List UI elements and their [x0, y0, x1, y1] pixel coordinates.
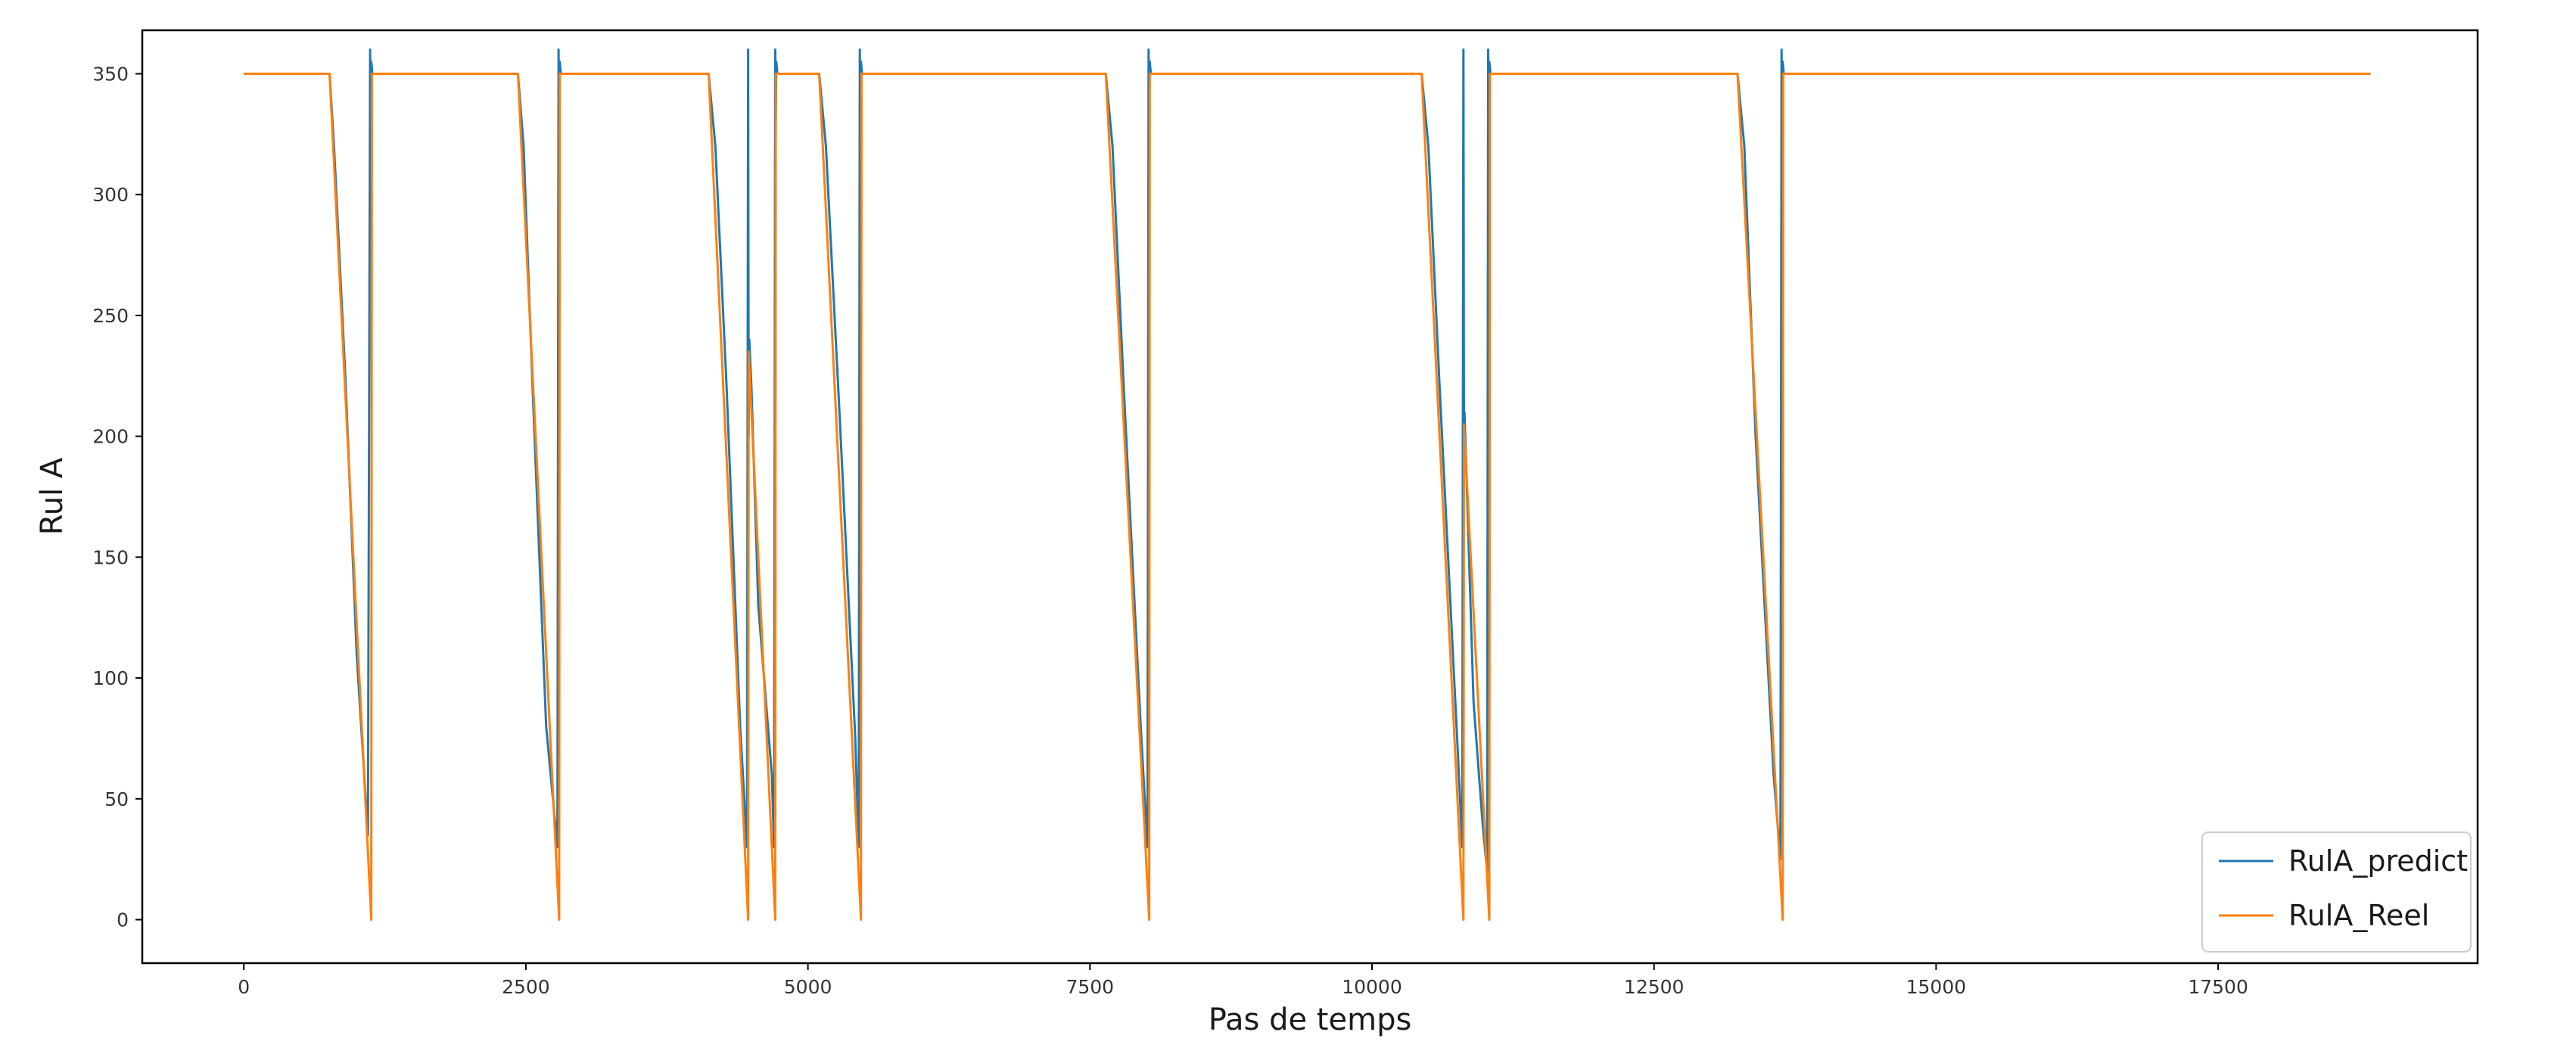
- x-axis-label: Pas de temps: [1209, 1002, 1412, 1037]
- y-tick-label: 150: [92, 546, 129, 568]
- y-tick-label: 0: [117, 909, 129, 931]
- x-tick-label: 12500: [1624, 976, 1685, 998]
- x-tick-label: 7500: [1066, 976, 1114, 998]
- y-tick-label: 300: [92, 184, 129, 206]
- x-axis-ticks: 0 2500 5000 7500 10000 12500 15000 17500: [238, 963, 2248, 998]
- y-axis-ticks: 0 50 100 150 200 250 300 350: [92, 63, 142, 931]
- y-tick-label: 350: [92, 63, 129, 85]
- legend-label-rula-predict: RulA_predict: [2288, 844, 2468, 878]
- y-axis-label: Rul A: [35, 457, 70, 535]
- series-line-rula-reel: [244, 73, 2371, 921]
- legend-label-rula-reel: RulA_Reel: [2288, 899, 2429, 932]
- y-tick-label: 50: [104, 788, 129, 810]
- y-tick-label: 100: [92, 667, 129, 689]
- y-tick-label: 200: [92, 426, 129, 448]
- plot-lines: [244, 48, 2371, 921]
- x-tick-label: 15000: [1906, 976, 1967, 998]
- x-tick-label: 10000: [1342, 976, 1402, 998]
- y-tick-label: 250: [92, 305, 129, 327]
- x-tick-label: 2500: [502, 976, 550, 998]
- plot-frame: [141, 29, 2479, 965]
- x-tick-label: 17500: [2188, 976, 2248, 998]
- x-tick-label: 0: [238, 976, 250, 998]
- x-tick-label: 5000: [784, 976, 832, 998]
- legend: RulA_predict RulA_Reel: [2201, 832, 2472, 953]
- series-line-rula-predict: [244, 48, 2371, 873]
